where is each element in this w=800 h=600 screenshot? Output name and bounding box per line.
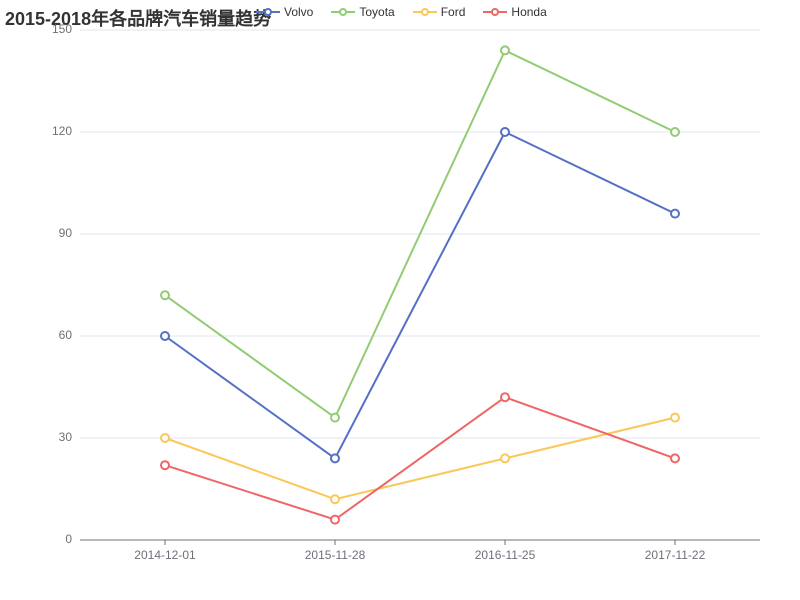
series-marker-honda[interactable] bbox=[501, 393, 509, 401]
series-line-volvo[interactable] bbox=[165, 132, 675, 458]
series-line-honda[interactable] bbox=[165, 397, 675, 519]
y-axis-tick-label: 0 bbox=[65, 532, 72, 546]
chart-plot-area bbox=[0, 0, 800, 600]
series-marker-ford[interactable] bbox=[161, 434, 169, 442]
series-marker-toyota[interactable] bbox=[161, 291, 169, 299]
series-marker-ford[interactable] bbox=[671, 414, 679, 422]
y-axis-tick-label: 120 bbox=[52, 124, 72, 138]
series-marker-toyota[interactable] bbox=[501, 46, 509, 54]
x-axis-tick-label: 2016-11-25 bbox=[470, 548, 540, 562]
y-axis-tick-label: 90 bbox=[59, 226, 72, 240]
series-marker-honda[interactable] bbox=[161, 461, 169, 469]
series-marker-toyota[interactable] bbox=[671, 128, 679, 136]
series-marker-toyota[interactable] bbox=[331, 414, 339, 422]
y-axis-tick-label: 150 bbox=[52, 22, 72, 36]
series-marker-honda[interactable] bbox=[331, 516, 339, 524]
series-marker-ford[interactable] bbox=[501, 454, 509, 462]
series-marker-volvo[interactable] bbox=[331, 454, 339, 462]
series-marker-ford[interactable] bbox=[331, 495, 339, 503]
x-axis-tick-label: 2017-11-22 bbox=[640, 548, 710, 562]
y-axis-tick-label: 60 bbox=[59, 328, 72, 342]
series-marker-volvo[interactable] bbox=[671, 210, 679, 218]
x-axis-tick-label: 2014-12-01 bbox=[130, 548, 200, 562]
series-marker-volvo[interactable] bbox=[501, 128, 509, 136]
series-marker-honda[interactable] bbox=[671, 454, 679, 462]
y-axis-tick-label: 30 bbox=[59, 430, 72, 444]
x-axis-tick-label: 2015-11-28 bbox=[300, 548, 370, 562]
series-marker-volvo[interactable] bbox=[161, 332, 169, 340]
